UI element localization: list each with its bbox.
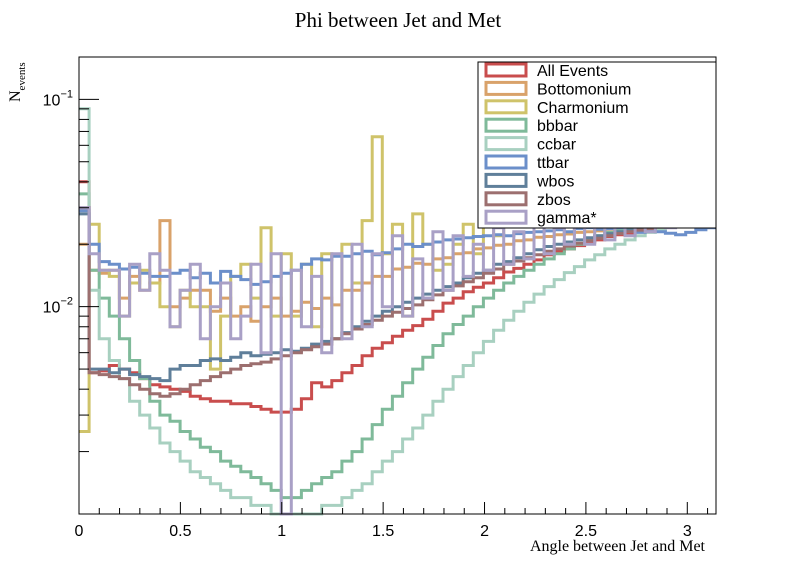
x-tick-label: 0 bbox=[75, 523, 84, 540]
legend-swatch bbox=[484, 99, 528, 115]
legend-entry-label: bbbar bbox=[537, 118, 579, 135]
legend-entry-label: zbos bbox=[537, 192, 571, 209]
legend-swatch bbox=[484, 172, 528, 188]
legend-swatch bbox=[484, 191, 528, 207]
y-tick-label: 10−2 bbox=[43, 296, 73, 317]
legend-entry-label: All Events bbox=[537, 63, 608, 80]
legend-entry-label: gamma* bbox=[537, 210, 597, 227]
legend-swatch bbox=[484, 62, 528, 78]
svg-text:Nevents: Nevents bbox=[7, 62, 28, 102]
legend-swatch bbox=[484, 117, 528, 133]
y-axis-label-main: N bbox=[7, 90, 24, 102]
y-axis-label-sub: events bbox=[16, 62, 28, 90]
series-layer bbox=[79, 107, 716, 516]
series-line-zbos bbox=[79, 206, 716, 398]
legend-entry-label: ttbar bbox=[537, 155, 570, 172]
series-line-ccbar bbox=[79, 107, 716, 516]
x-axis: 0 0.5 1 1.5 2 2.5 3 bbox=[75, 502, 709, 540]
x-tick-label: 1 bbox=[277, 523, 286, 540]
x-tick-label: 2.5 bbox=[575, 523, 597, 540]
legend-swatch bbox=[484, 154, 528, 170]
x-tick-label: 3 bbox=[683, 523, 692, 540]
y-tick-label: 10−1 bbox=[43, 88, 73, 109]
legend-box bbox=[477, 61, 717, 229]
x-tick-label: 2 bbox=[480, 523, 489, 540]
y-axis: 10−1 10−2 bbox=[43, 88, 99, 515]
series-line-gamma bbox=[79, 206, 716, 516]
legend-swatch bbox=[484, 136, 528, 152]
x-axis-label: Angle between Jet and Met bbox=[530, 538, 706, 555]
legend-swatch bbox=[484, 80, 528, 96]
legend-entry-label: wbos bbox=[536, 173, 574, 190]
y-axis-label: Nevents bbox=[7, 62, 28, 102]
legend-entry-label: Bottomonium bbox=[537, 81, 631, 98]
chart-title: Phi between Jet and Met bbox=[295, 8, 502, 32]
x-tick-label: 0.5 bbox=[169, 523, 191, 540]
legend-swatch bbox=[484, 209, 528, 225]
legend-entry-label: Charmonium bbox=[537, 100, 629, 117]
series-line-wbos bbox=[79, 212, 716, 383]
legend-entry-label: ccbar bbox=[537, 137, 577, 154]
plot-frame bbox=[78, 56, 717, 515]
x-tick-label: 1.5 bbox=[372, 523, 394, 540]
